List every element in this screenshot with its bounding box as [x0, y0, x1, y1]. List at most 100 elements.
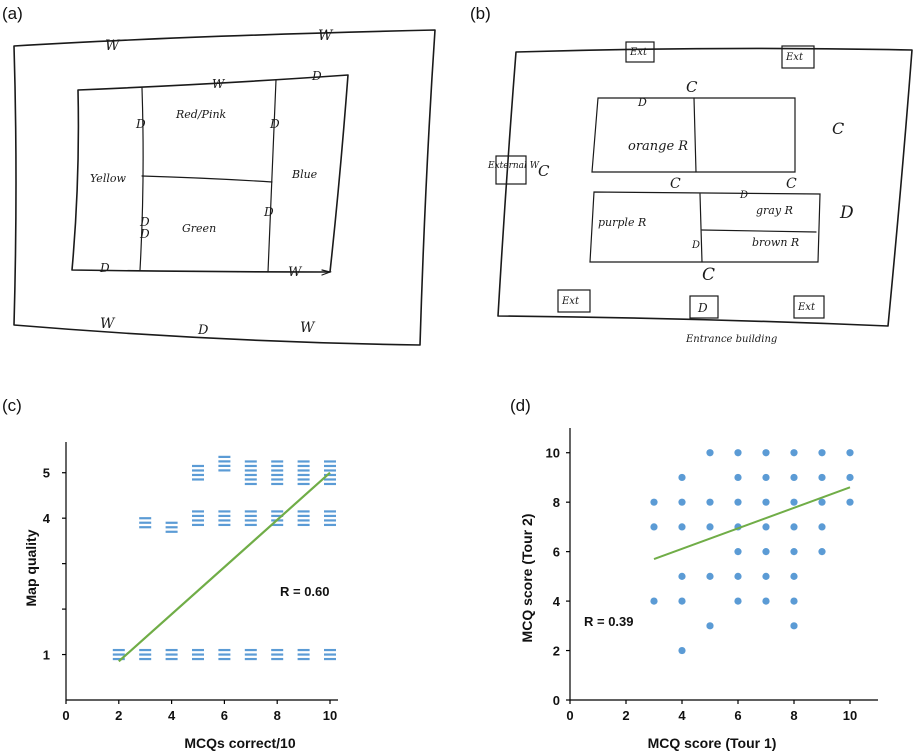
chart-d-point — [762, 597, 770, 605]
outer-building-outline — [13, 29, 436, 346]
chart-d-trendline — [653, 486, 851, 560]
chart-d-point — [790, 548, 798, 556]
chart-d-point — [818, 473, 826, 482]
sketch-label: W — [105, 38, 121, 54]
chart-d-point — [678, 473, 686, 482]
arrow-bottom — [321, 269, 333, 276]
chart-d-point — [706, 572, 714, 580]
sketch-label: Ext — [561, 296, 580, 307]
chart-d-annotation: R = 0.39 — [584, 614, 634, 629]
sketch-label: C — [670, 176, 681, 192]
exit-box — [689, 295, 719, 319]
chart-d-point — [734, 597, 742, 605]
panel-label-d: (d) — [510, 396, 531, 415]
room-label-yellow: Yellow — [90, 172, 126, 185]
exit-box — [557, 289, 591, 313]
sketch-label: D — [197, 323, 209, 338]
chart-d-point — [790, 597, 798, 605]
chart-d-x-tick-label: 2 — [622, 708, 629, 723]
room-label-green: Green — [182, 222, 216, 235]
inner-divider-right — [267, 79, 277, 273]
chart-d-point — [790, 498, 798, 506]
chart-d-point — [678, 523, 686, 531]
chart-d-point — [734, 449, 742, 457]
sketch-label: C — [832, 119, 844, 138]
chart-d-point — [678, 498, 686, 506]
chart-c-x-tick-label: 4 — [168, 708, 176, 723]
chart-d-point — [650, 498, 658, 506]
sketch-label: Ext — [797, 302, 816, 313]
chart-d-point — [706, 622, 714, 630]
room-label-gray: gray R — [756, 204, 793, 217]
chart-d-point — [818, 498, 826, 506]
room-label-red-pink: Red/Pink — [175, 108, 227, 121]
sketch-label: D — [263, 205, 274, 219]
sketch-label: D — [99, 261, 110, 275]
chart-d-point — [734, 548, 742, 556]
sketch-label: D — [691, 240, 700, 251]
chart-d-point — [790, 523, 798, 531]
exit-box — [625, 41, 655, 63]
chart-d-axes: 0 2 4 6 8 10 0 2 4 6 8 10 — [546, 428, 878, 723]
room-label-purple: purple R — [598, 216, 646, 229]
chart-d-x-tick-label: 10 — [843, 708, 857, 723]
chart-d-point — [650, 523, 658, 531]
chart-c-y-tick-label: 4 — [43, 511, 51, 526]
chart-d-point — [678, 597, 686, 605]
sketch-label: C — [786, 176, 797, 192]
room-lower-block — [589, 191, 821, 263]
room-label-blue: Blue — [291, 168, 318, 181]
chart-c-x-tick-label: 0 — [62, 708, 69, 723]
room-lower-divider — [699, 193, 703, 263]
sketch-label: W — [212, 77, 226, 91]
chart-d-y-tick-label: 2 — [553, 644, 560, 659]
sketch-label: W — [288, 265, 303, 280]
sketch-label: D — [637, 96, 647, 109]
sketch-label: D — [839, 203, 854, 223]
chart-d-y-tick-label: 8 — [553, 495, 560, 510]
sketch-label: External W — [487, 161, 540, 171]
chart-d-ylabel: MCQ score (Tour 2) — [519, 514, 535, 643]
entrance-label: Entrance building — [685, 334, 777, 345]
room-label-brown: brown R — [752, 236, 799, 249]
room-orange — [591, 97, 796, 173]
chart-d-point — [678, 646, 686, 655]
chart-d-point — [818, 523, 826, 531]
panel-label-c: (c) — [2, 396, 22, 415]
chart-d-point — [650, 597, 658, 605]
chart-d-point — [762, 548, 770, 556]
chart-d-x-tick-label: 0 — [566, 708, 573, 723]
chart-d-point — [818, 449, 826, 457]
inner-divider-middle — [141, 175, 273, 183]
chart-d-point — [734, 498, 742, 506]
chart-d-y-tick-label: 10 — [546, 446, 560, 461]
chart-c-y-tick-label: 1 — [43, 648, 50, 663]
chart-d-point — [734, 473, 742, 482]
chart-d-point — [762, 449, 770, 457]
chart-c-marks — [112, 455, 336, 663]
room-orange-divider — [693, 97, 697, 173]
chart-d-point — [678, 572, 686, 580]
sketch-label: D — [269, 117, 280, 131]
exit-box — [781, 45, 815, 69]
sketch-label: W — [300, 320, 316, 336]
chart-d-y-tick-label: 0 — [553, 693, 560, 708]
chart-c-x-tick-label: 8 — [274, 708, 281, 723]
chart-d-point — [818, 548, 826, 556]
chart-d-y-tick-label: 6 — [553, 545, 560, 560]
chart-d-xlabel: MCQ score (Tour 1) — [648, 735, 777, 751]
sketch-label: W — [318, 28, 334, 44]
sketch-label: C — [686, 78, 698, 96]
sketch-label: W — [100, 316, 116, 332]
sketch-map-b: Ext Ext C D C orange R External W C C C … — [487, 41, 913, 345]
outer-building-outline — [497, 47, 913, 327]
chart-d-x-tick-label: 8 — [790, 708, 797, 723]
chart-c-x-tick-label: 10 — [323, 708, 337, 723]
sketch-label: D — [697, 301, 708, 315]
chart-d-point — [790, 622, 798, 630]
chart-d-y-tick-label: 4 — [553, 594, 561, 609]
sketch-label: D — [139, 227, 150, 241]
chart-c-ylabel: Map quality — [23, 529, 39, 606]
chart-d-point — [762, 498, 770, 506]
